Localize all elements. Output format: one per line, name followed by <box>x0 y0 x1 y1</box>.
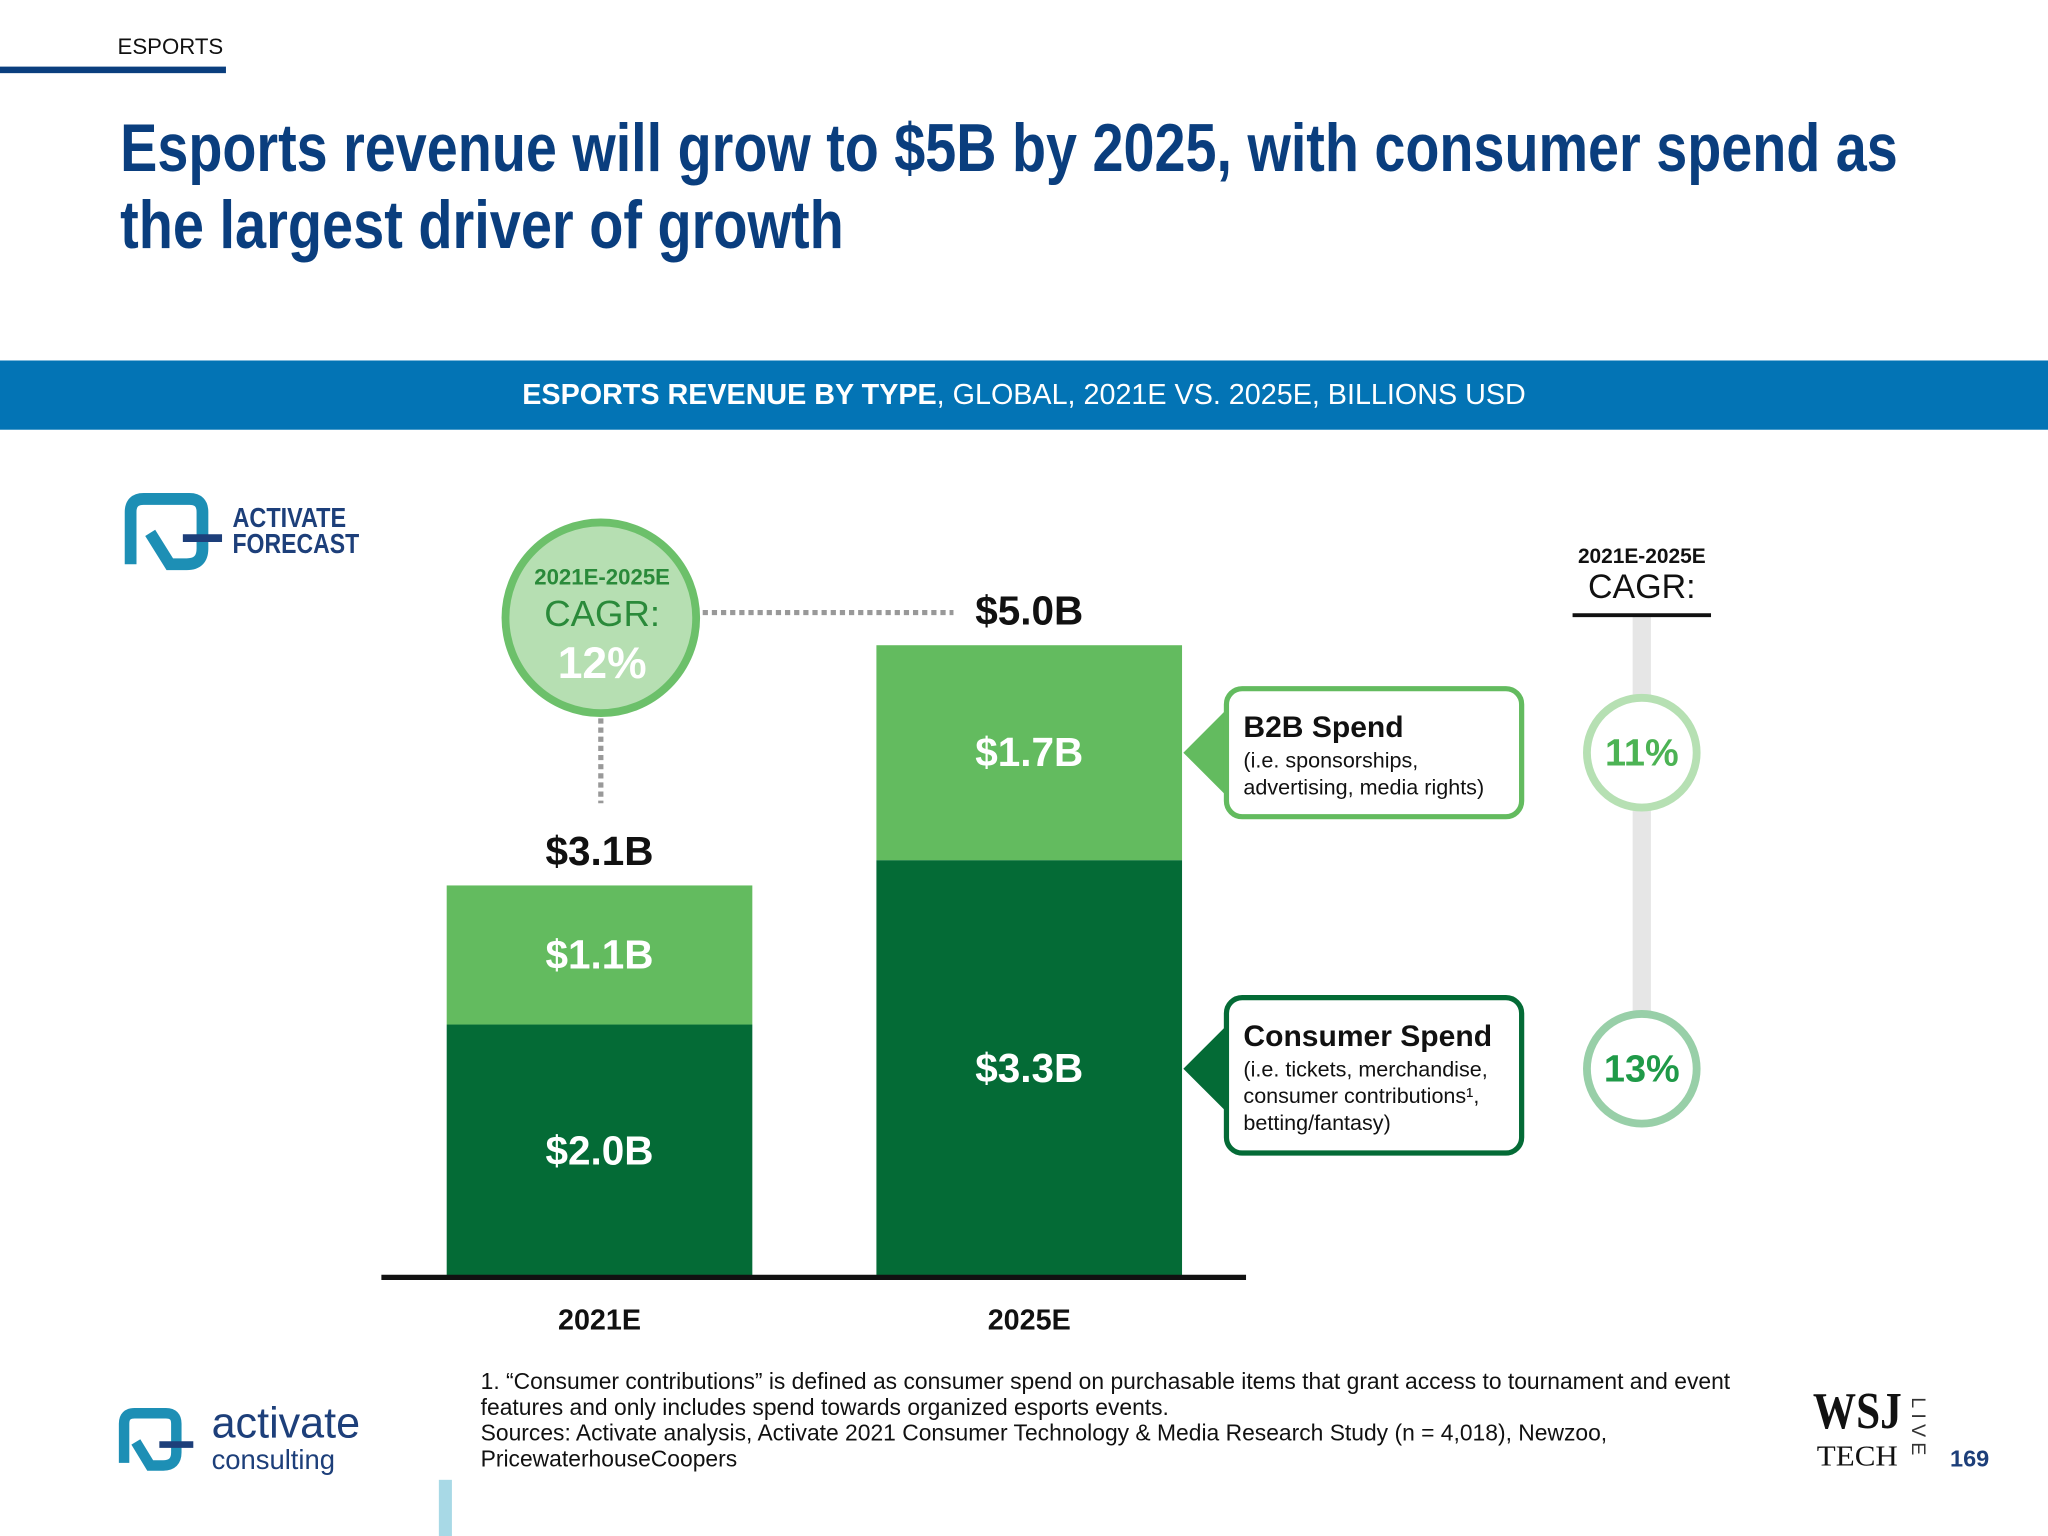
bar-segment <box>446 1024 753 1278</box>
bar-segment <box>876 860 1183 1278</box>
legend-name: Consumer Spend <box>1243 1020 1492 1053</box>
brand: activate consulting <box>118 1400 361 1475</box>
bar-segment <box>446 885 753 1025</box>
series-cagr: 13% <box>1604 1048 1680 1090</box>
badge-text: FORECAST <box>232 528 359 559</box>
partner-logo: WSJ TECH LIVE 169 <box>1813 1382 1989 1473</box>
series-cagr-circle <box>1583 693 1701 812</box>
series-cagr-circle <box>1583 1009 1701 1128</box>
accent-bar <box>438 1479 452 1536</box>
legend-name: B2B Spend <box>1243 711 1403 744</box>
legend-note: consumer contributions¹, <box>1243 1083 1479 1108</box>
value-label: $3.3B <box>975 1045 1083 1091</box>
brand-icon <box>118 1408 182 1471</box>
total-label: $3.1B <box>546 828 654 874</box>
x-tick-label: 2025E <box>988 1304 1071 1336</box>
badge-icon <box>124 493 209 571</box>
bar-segment <box>876 645 1183 861</box>
total-label: $5.0B <box>975 588 1083 634</box>
cagr-period: 2021E-2025E <box>534 564 670 589</box>
footnote: 1. “Consumer contributions” is defined a… <box>481 1368 1731 1394</box>
legend-note: (i.e. sponsorships, <box>1243 748 1418 773</box>
badge-text: ACTIVATE <box>232 502 346 533</box>
brand-sub: consulting <box>212 1444 335 1475</box>
cagr-title: CAGR: <box>1588 568 1695 606</box>
value-label: $1.7B <box>975 729 1083 775</box>
footnote: features and only includes spend towards… <box>481 1394 1169 1420</box>
title-line: the largest driver of growth <box>120 188 844 263</box>
legend-note: (i.e. tickets, merchandise, <box>1243 1056 1487 1081</box>
series-cagr: 11% <box>1605 732 1679 774</box>
cagr-circle <box>501 518 701 718</box>
footnote: Sources: Activate analysis, Activate 202… <box>481 1420 1608 1446</box>
partner-sub: TECH <box>1817 1441 1898 1473</box>
footnote: PricewaterhouseCoopers <box>481 1445 738 1471</box>
callout-box <box>1223 686 1525 820</box>
value-label: $2.0B <box>546 1127 654 1173</box>
title-line: Esports revenue will grow to $5B by 2025… <box>120 111 1898 186</box>
chart-header-band <box>0 360 2048 430</box>
legend-note: advertising, media rights) <box>1243 774 1484 799</box>
forecast-badge: ACTIVATE FORECAST <box>124 493 359 571</box>
legend-note: betting/fantasy) <box>1243 1110 1390 1135</box>
section-label: ESPORTS <box>118 34 224 59</box>
x-tick-label: 2021E <box>558 1304 641 1336</box>
partner-tag: LIVE <box>1907 1397 1929 1460</box>
value-label: $1.1B <box>546 931 654 977</box>
cagr-value: 12% <box>558 639 647 688</box>
cagr-title: CAGR: <box>544 593 660 634</box>
cagr-period: 2021E-2025E <box>1578 545 1706 568</box>
chart-title: ESPORTS REVENUE BY TYPE, GLOBAL, 2021E V… <box>522 378 1525 410</box>
brand-name: activate <box>212 1400 361 1448</box>
section-rule <box>0 66 226 74</box>
callout-box <box>1223 994 1525 1156</box>
callout-arrow <box>1183 1024 1228 1114</box>
partner-name: WSJ <box>1813 1382 1902 1440</box>
callout-arrow <box>1183 708 1228 798</box>
page-number: 169 <box>1950 1445 1989 1471</box>
